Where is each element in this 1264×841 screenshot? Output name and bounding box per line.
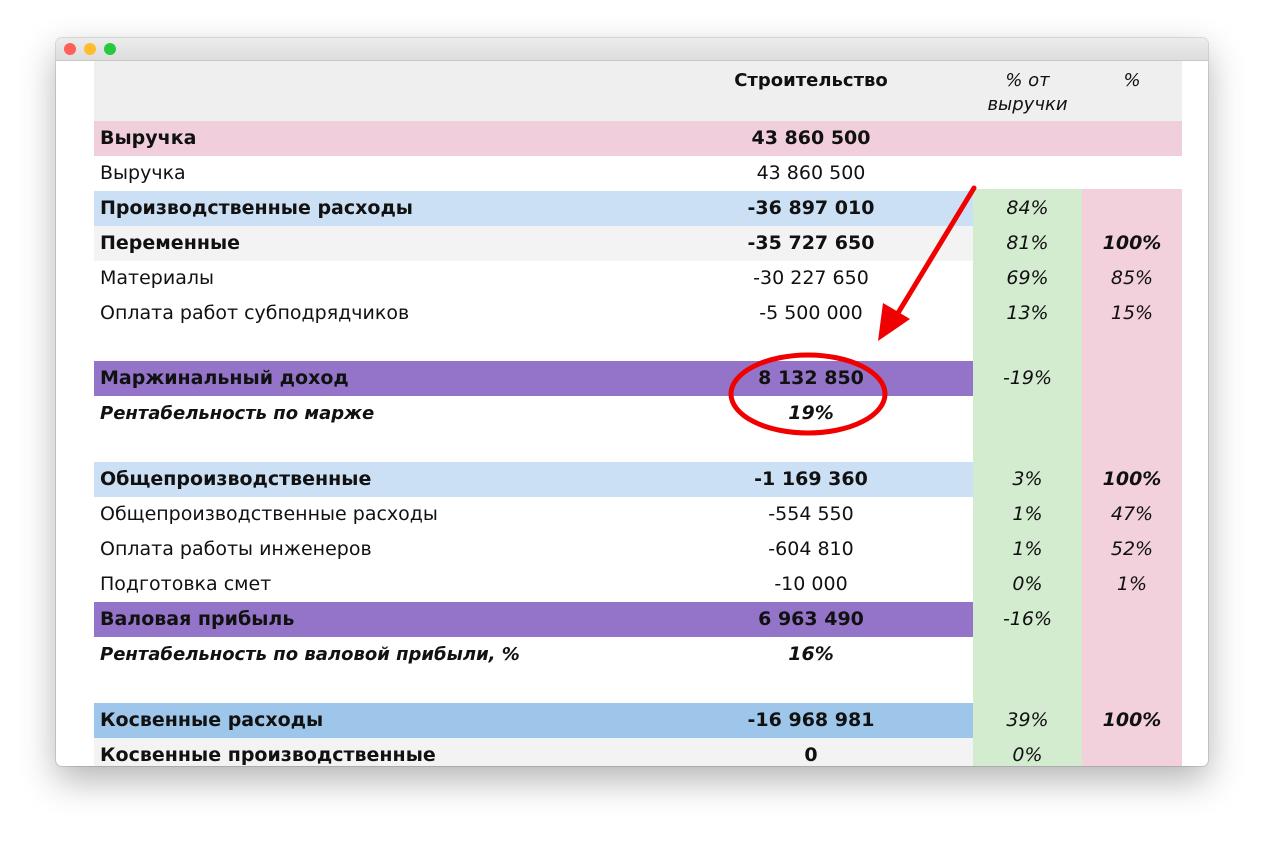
row-pct-revenue: 81% xyxy=(1006,232,1049,254)
row-label: Косвенные производственные xyxy=(100,744,436,766)
row-value: 43 860 500 xyxy=(756,162,866,184)
row-pct: 100% xyxy=(1102,468,1162,490)
row-label: Маржинальный доход xyxy=(100,367,349,389)
row-label: Выручка xyxy=(100,162,186,184)
row-label: Оплата работы инженеров xyxy=(100,538,372,560)
table-row: Общепроизводственные расходы -554 550 1%… xyxy=(94,497,1182,532)
row-pct-revenue: 39% xyxy=(1006,709,1049,731)
table-row: Рентабельность по марже 19% xyxy=(94,396,1182,431)
row-label: Переменные xyxy=(100,232,241,254)
annotation-arrow-icon xyxy=(878,185,977,341)
row-label: Рентабельность по валовой прибыли, % xyxy=(100,644,520,665)
row-label: Выручка xyxy=(100,127,197,149)
row-pct-revenue: 13% xyxy=(1006,302,1049,324)
row-label: Производственные расходы xyxy=(100,197,413,219)
header-value-column: Строительство xyxy=(734,70,888,91)
window-titlebar xyxy=(56,38,1208,61)
table-row: Косвенные производственные 0 xyxy=(94,738,973,766)
table-row-pcts: 3% 100% xyxy=(94,462,1182,497)
row-value: -36 897 010 xyxy=(747,197,875,219)
row-value: 6 963 490 xyxy=(758,608,864,630)
row-value: 16% xyxy=(788,643,834,665)
row-value: -604 810 xyxy=(768,538,854,560)
row-pct: 47% xyxy=(1110,503,1154,525)
table-row-pcts: 39% 100% xyxy=(94,703,1182,738)
row-pct: 52% xyxy=(1110,538,1154,560)
row-pct-revenue: 1% xyxy=(1012,503,1043,525)
row-pct: 100% xyxy=(1102,709,1162,731)
row-label: Общепроизводственные xyxy=(100,468,372,490)
row-label: Оплата работ субподрядчиков xyxy=(100,302,410,324)
row-label: Подготовка смет xyxy=(100,573,272,595)
row-pct: 85% xyxy=(1110,267,1154,289)
row-pct: 15% xyxy=(1110,302,1154,324)
row-label: Косвенные расходы xyxy=(100,709,324,731)
table-row: Оплата работ субподрядчиков -5 500 000 1… xyxy=(94,296,1182,331)
table-row: Выручка 43 860 500 xyxy=(94,121,1182,156)
table-row: Валовая прибыль 6 963 490 xyxy=(94,602,973,637)
app-window: Строительство % от выручки % Выручка 43 … xyxy=(56,38,1208,766)
row-value: 8 132 850 xyxy=(758,367,864,389)
row-value: -30 227 650 xyxy=(753,267,869,289)
header-pct-column: % xyxy=(1123,70,1141,91)
table-row: Маржинальный доход 8 132 850 xyxy=(94,361,973,396)
table-row: Косвенные расходы -16 968 981 xyxy=(94,703,973,738)
table-row-pcts: 84% xyxy=(94,191,1182,226)
table-row-pcts: 0% xyxy=(94,738,1182,766)
header-pct-revenue-column: % от выручки xyxy=(987,70,1068,115)
window-content: Строительство % от выручки % Выручка 43 … xyxy=(56,61,1208,766)
pct-column-bg xyxy=(1082,189,1182,766)
row-label: Общепроизводственные расходы xyxy=(100,503,438,525)
row-label: Материалы xyxy=(100,267,214,289)
row-value: 19% xyxy=(788,402,834,424)
row-label: Рентабельность по марже xyxy=(100,403,375,424)
table-row-pcts: -19% xyxy=(94,361,1182,396)
table-row-pcts: 81% 100% xyxy=(94,226,1182,261)
row-pct-revenue: -19% xyxy=(1002,367,1053,389)
row-label: Валовая прибыль xyxy=(100,608,295,630)
row-pct-revenue: 1% xyxy=(1012,538,1043,560)
row-value: -35 727 650 xyxy=(747,232,875,254)
table-row: Переменные -35 727 650 xyxy=(94,226,973,261)
table-row: Рентабельность по валовой прибыли, % 16% xyxy=(94,637,1182,672)
row-value: -554 550 xyxy=(768,503,854,525)
row-value: 43 860 500 xyxy=(751,127,871,149)
table-row: Оплата работы инженеров -604 810 1% 52% xyxy=(94,532,1182,567)
row-value: -5 500 000 xyxy=(759,302,863,324)
table-row: Подготовка смет -10 000 0% 1% xyxy=(94,567,1182,602)
table-row: Производственные расходы -36 897 010 xyxy=(94,191,973,226)
table-row-pcts: -16% xyxy=(94,602,1182,637)
row-value: -10 000 xyxy=(774,573,848,595)
minimize-window-button[interactable] xyxy=(84,43,96,55)
row-pct-revenue: 3% xyxy=(1012,468,1043,490)
pnl-table: Строительство % от выручки % Выручка 43 … xyxy=(94,61,1182,766)
row-pct: 1% xyxy=(1116,573,1148,595)
row-pct-revenue: -16% xyxy=(1002,608,1053,630)
row-pct-revenue: 0% xyxy=(1012,573,1043,595)
close-window-button[interactable] xyxy=(64,43,76,55)
table-row: Общепроизводственные -1 169 360 xyxy=(94,462,973,497)
row-pct: 100% xyxy=(1102,232,1162,254)
row-pct-revenue: 84% xyxy=(1006,197,1049,219)
row-value: -1 169 360 xyxy=(754,468,868,490)
table-row: Материалы -30 227 650 69% 85% xyxy=(94,261,1182,296)
row-pct-revenue: 0% xyxy=(1012,744,1043,766)
row-pct-revenue: 69% xyxy=(1006,267,1049,289)
maximize-window-button[interactable] xyxy=(104,43,116,55)
table-row: Выручка 43 860 500 xyxy=(94,156,1182,191)
row-value: 0 xyxy=(804,744,818,766)
annotation-circle xyxy=(728,352,888,436)
row-value: -16 968 981 xyxy=(747,709,875,731)
pct-revenue-column-bg xyxy=(973,189,1082,766)
